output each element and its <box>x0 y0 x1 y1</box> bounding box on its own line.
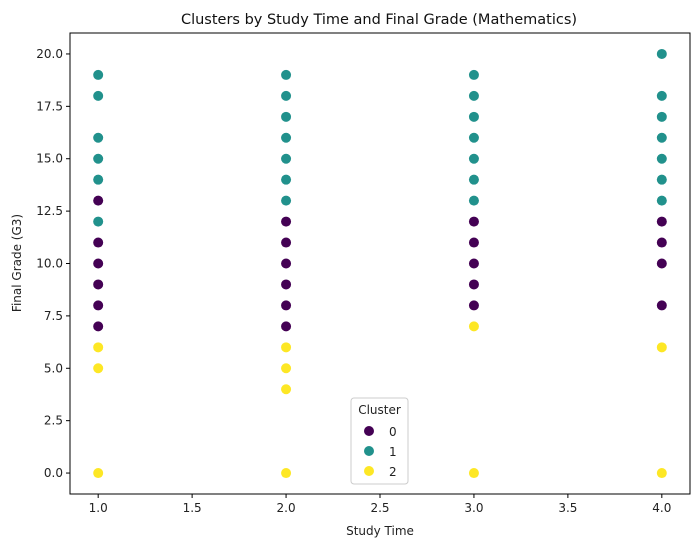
data-point-cluster-0 <box>656 258 667 269</box>
x-axis-label: Study Time <box>346 524 414 538</box>
y-tick-label: 2.5 <box>44 414 63 428</box>
data-point-cluster-0 <box>281 237 292 248</box>
data-point-cluster-1 <box>281 111 292 122</box>
data-point-cluster-0 <box>656 216 667 227</box>
x-tick-label: 2.0 <box>277 501 296 515</box>
x-tick-label: 2.5 <box>370 501 389 515</box>
data-points <box>93 48 667 479</box>
data-point-cluster-0 <box>93 237 104 248</box>
legend-title: Cluster <box>358 403 401 417</box>
data-point-cluster-2 <box>281 384 292 395</box>
data-point-cluster-2 <box>281 468 292 479</box>
data-point-cluster-2 <box>93 468 104 479</box>
data-point-cluster-2 <box>93 363 104 374</box>
data-point-cluster-2 <box>656 468 667 479</box>
data-point-cluster-0 <box>468 300 479 311</box>
data-point-cluster-1 <box>656 132 667 143</box>
data-point-cluster-1 <box>468 90 479 101</box>
y-tick-label: 15.0 <box>36 152 63 166</box>
legend-entry-0: 0 <box>389 425 397 439</box>
data-point-cluster-2 <box>281 342 292 353</box>
data-point-cluster-0 <box>93 258 104 269</box>
data-point-cluster-2 <box>93 342 104 353</box>
y-axis-label: Final Grade (G3) <box>10 214 24 312</box>
data-point-cluster-0 <box>93 279 104 290</box>
data-point-cluster-1 <box>468 132 479 143</box>
data-point-cluster-1 <box>656 153 667 164</box>
x-tick-label: 1.0 <box>89 501 108 515</box>
y-tick-label: 10.0 <box>36 257 63 271</box>
data-point-cluster-1 <box>281 153 292 164</box>
data-point-cluster-0 <box>468 258 479 269</box>
data-point-cluster-1 <box>468 174 479 185</box>
x-tick-label: 1.5 <box>183 501 202 515</box>
data-point-cluster-2 <box>281 363 292 374</box>
data-point-cluster-0 <box>281 279 292 290</box>
data-point-cluster-1 <box>656 195 667 206</box>
y-tick-label: 0.0 <box>44 466 63 480</box>
data-point-cluster-1 <box>656 48 667 59</box>
data-point-cluster-2 <box>468 468 479 479</box>
y-tick-label: 12.5 <box>36 204 63 218</box>
data-point-cluster-2 <box>468 321 479 332</box>
legend-entry-1: 1 <box>389 445 397 459</box>
data-point-cluster-0 <box>468 216 479 227</box>
data-point-cluster-0 <box>281 258 292 269</box>
legend-marker-2 <box>364 466 374 476</box>
data-point-cluster-1 <box>656 111 667 122</box>
x-tick-label: 3.5 <box>558 501 577 515</box>
data-point-cluster-1 <box>281 90 292 101</box>
data-point-cluster-0 <box>93 300 104 311</box>
data-point-cluster-1 <box>281 174 292 185</box>
legend-box <box>350 397 409 485</box>
legend-marker-1 <box>364 446 374 456</box>
data-point-cluster-0 <box>93 195 104 206</box>
data-point-cluster-0 <box>281 216 292 227</box>
data-point-cluster-1 <box>656 174 667 185</box>
data-point-cluster-1 <box>468 195 479 206</box>
data-point-cluster-0 <box>656 237 667 248</box>
y-tick-label: 17.5 <box>36 99 63 113</box>
y-axis: 0.0 2.5 5.0 7.5 10.0 12.5 15.0 17.5 20.0 <box>36 47 70 480</box>
data-point-cluster-0 <box>93 321 104 332</box>
plot-area: 1.0 1.5 2.0 2.5 3.0 3.5 4.0 0.02.55.07.510.012… <box>36 32 691 515</box>
data-point-cluster-0 <box>281 300 292 311</box>
data-point-cluster-1 <box>93 174 104 185</box>
data-point-cluster-1 <box>93 90 104 101</box>
y-tick-label: 20.0 <box>36 47 63 61</box>
data-point-cluster-1 <box>93 153 104 164</box>
x-tick-label: 4.0 <box>652 501 671 515</box>
legend: Cluster 0 1 2 <box>350 397 409 485</box>
data-point-cluster-1 <box>281 69 292 80</box>
chart-title: Clusters by Study Time and Final Grade (… <box>181 12 577 28</box>
data-point-cluster-2 <box>656 342 667 353</box>
data-point-cluster-1 <box>468 111 479 122</box>
data-point-cluster-1 <box>281 132 292 143</box>
data-point-cluster-1 <box>93 132 104 143</box>
x-tick-label: 3.0 <box>464 501 483 515</box>
data-point-cluster-1 <box>468 153 479 164</box>
data-point-cluster-0 <box>468 237 479 248</box>
data-point-cluster-1 <box>281 195 292 206</box>
data-point-cluster-0 <box>656 300 667 311</box>
data-point-cluster-1 <box>93 69 104 80</box>
x-axis: 1.0 1.5 2.0 2.5 3.0 3.5 4.0 <box>89 494 671 515</box>
data-point-cluster-0 <box>468 279 479 290</box>
data-point-cluster-1 <box>93 216 104 227</box>
y-tick-label: 7.5 <box>44 309 63 323</box>
data-point-cluster-0 <box>281 321 292 332</box>
legend-entry-2: 2 <box>389 465 397 479</box>
data-point-cluster-1 <box>468 69 479 80</box>
legend-marker-0 <box>364 426 374 436</box>
data-point-cluster-1 <box>656 90 667 101</box>
y-tick-label: 5.0 <box>44 361 63 375</box>
